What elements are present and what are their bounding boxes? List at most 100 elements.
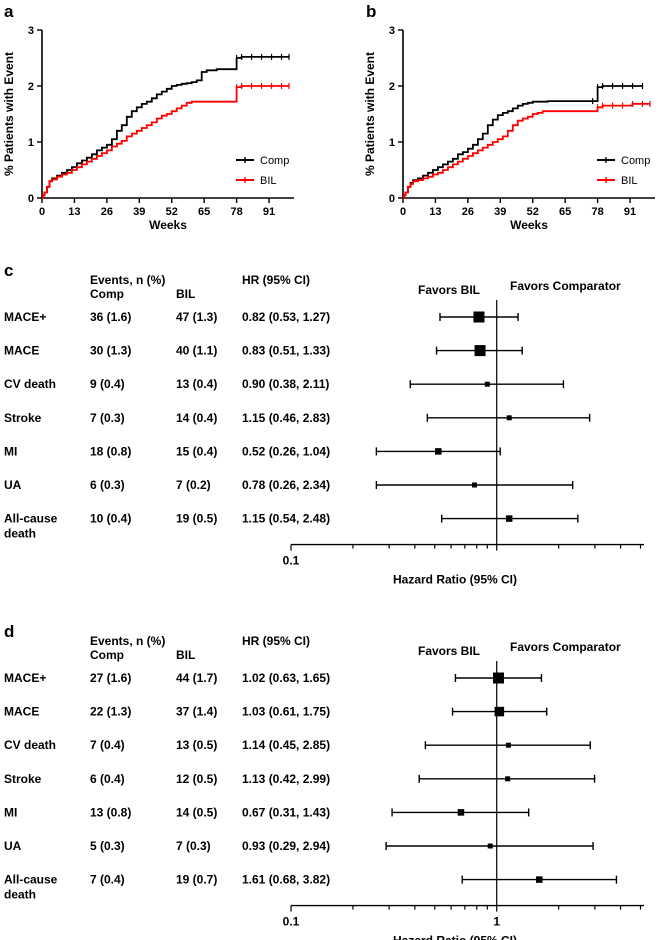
events-header: Events, n (%) bbox=[90, 273, 165, 287]
row-comp-events: 18 (0.8) bbox=[90, 444, 131, 458]
y-tick-label: 2 bbox=[389, 81, 395, 93]
row-bil-events: 47 (1.3) bbox=[176, 310, 217, 324]
row-comp-events: 10 (0.4) bbox=[90, 512, 131, 526]
x-tick-label: 65 bbox=[559, 206, 571, 218]
x-tick-label: 13 bbox=[68, 206, 80, 218]
y-tick-label: 1 bbox=[28, 137, 34, 149]
row-comp-events: 7 (0.4) bbox=[90, 873, 125, 887]
row-comp-events: 5 (0.3) bbox=[90, 839, 125, 853]
row-label: Stroke bbox=[4, 772, 42, 786]
hr-header: HR (95% CI) bbox=[242, 634, 310, 648]
row-hr-ci: 0.78 (0.26, 2.34) bbox=[242, 478, 330, 492]
col-header-bil: BIL bbox=[176, 287, 195, 301]
hr-point-marker bbox=[505, 515, 513, 522]
row-label: MI bbox=[4, 805, 17, 819]
row-bil-events: 12 (0.5) bbox=[176, 772, 217, 786]
hr-point-marker bbox=[435, 448, 442, 455]
x-tick-label: 52 bbox=[527, 206, 539, 218]
x-tick-label: 78 bbox=[230, 206, 242, 218]
row-hr-ci: 1.02 (0.63, 1.65) bbox=[242, 671, 330, 685]
row-comp-events: 36 (1.6) bbox=[90, 310, 131, 324]
row-hr-ci: 0.93 (0.29, 2.94) bbox=[242, 839, 330, 853]
hr-header: HR (95% CI) bbox=[242, 273, 310, 287]
y-tick-label: 1 bbox=[389, 137, 395, 149]
row-bil-events: 40 (1.1) bbox=[176, 344, 217, 358]
row-comp-events: 13 (0.8) bbox=[90, 805, 131, 819]
row-label: UA bbox=[4, 478, 22, 492]
row-comp-events: 30 (1.3) bbox=[90, 344, 131, 358]
x-tick-label: 65 bbox=[198, 206, 210, 218]
row-hr-ci: 0.67 (0.31, 1.43) bbox=[242, 805, 330, 819]
row-bil-events: 13 (0.5) bbox=[176, 738, 217, 752]
row-hr-ci: 1.03 (0.61, 1.75) bbox=[242, 705, 330, 719]
series-line-bil bbox=[42, 85, 289, 199]
hr-point-marker bbox=[473, 311, 485, 323]
row-hr-ci: 0.83 (0.51, 1.33) bbox=[242, 344, 330, 358]
x-axis-title: Weeks bbox=[510, 218, 548, 232]
x-axis-title: Weeks bbox=[149, 218, 187, 232]
y-tick-label: 3 bbox=[28, 25, 34, 37]
row-label: MACE+ bbox=[4, 310, 46, 324]
legend-label-bil: BIL bbox=[260, 175, 277, 187]
hr-point-marker bbox=[457, 809, 465, 816]
row-label: All-cause bbox=[4, 512, 58, 526]
forest-tick-label: 1 bbox=[493, 915, 500, 929]
hr-point-marker bbox=[474, 345, 486, 357]
row-bil-events: 14 (0.5) bbox=[176, 805, 217, 819]
panel-label-a: a bbox=[4, 2, 14, 21]
forest-x-axis-title: Hazard Ratio (95% CI) bbox=[393, 573, 517, 587]
hr-point-marker bbox=[494, 706, 505, 717]
row-label: MI bbox=[4, 444, 17, 458]
row-comp-events: 6 (0.4) bbox=[90, 772, 125, 786]
row-comp-events: 7 (0.3) bbox=[90, 411, 125, 425]
y-tick-label: 0 bbox=[389, 193, 395, 205]
x-tick-label: 26 bbox=[462, 206, 474, 218]
row-label: Stroke bbox=[4, 411, 42, 425]
row-bil-events: 19 (0.5) bbox=[176, 512, 217, 526]
forest-tick-label: 0.1 bbox=[283, 915, 300, 929]
row-label-line2: death bbox=[4, 888, 36, 902]
events-header: Events, n (%) bbox=[90, 634, 165, 648]
row-hr-ci: 0.90 (0.38, 2.11) bbox=[242, 377, 329, 391]
forest-plot-d: Events, n (%)Comp BIL HR (95% CI) Favors BI… bbox=[4, 634, 644, 940]
row-label: UA bbox=[4, 839, 22, 853]
col-header-comp: Comp bbox=[90, 287, 124, 301]
hr-point-marker bbox=[506, 415, 512, 421]
legend-label-comp: Comp bbox=[621, 155, 650, 167]
x-tick-label: 13 bbox=[429, 206, 441, 218]
y-tick-label: 3 bbox=[389, 25, 395, 37]
forest-plot-c: Events, n (%)Comp BIL HR (95% CI) Favors BI… bbox=[4, 273, 644, 587]
row-label: MACE bbox=[4, 344, 39, 358]
hr-point-marker bbox=[487, 843, 493, 849]
panel-label-b: b bbox=[366, 2, 376, 21]
row-hr-ci: 0.82 (0.53, 1.27) bbox=[242, 310, 330, 324]
favors-right-label: Favors Comparator bbox=[510, 640, 621, 654]
row-label-line2: death bbox=[4, 527, 36, 541]
x-tick-label: 26 bbox=[101, 206, 113, 218]
x-tick-label: 0 bbox=[39, 206, 45, 218]
panel-label-c: c bbox=[4, 261, 13, 280]
col-header-comp: Comp bbox=[90, 648, 124, 662]
y-axis-title: % Patients with Event bbox=[363, 52, 377, 176]
row-label: All-cause bbox=[4, 873, 58, 887]
row-hr-ci: 1.13 (0.42, 2.99) bbox=[242, 772, 330, 786]
hr-point-marker bbox=[505, 742, 511, 748]
row-hr-ci: 1.15 (0.46, 2.83) bbox=[242, 411, 330, 425]
row-bil-events: 7 (0.3) bbox=[176, 839, 211, 853]
hr-point-marker bbox=[536, 876, 543, 883]
x-tick-label: 0 bbox=[400, 206, 406, 218]
x-tick-label: 91 bbox=[624, 206, 636, 218]
row-label: MACE+ bbox=[4, 671, 46, 685]
row-hr-ci: 1.15 (0.54, 2.48) bbox=[242, 512, 330, 526]
row-label: MACE bbox=[4, 705, 39, 719]
hr-point-marker bbox=[505, 776, 511, 782]
row-comp-events: 27 (1.6) bbox=[90, 671, 131, 685]
x-tick-label: 52 bbox=[166, 206, 178, 218]
hr-point-marker bbox=[484, 381, 490, 387]
panel-label-d: d bbox=[4, 622, 14, 641]
y-tick-label: 2 bbox=[28, 81, 34, 93]
row-label: CV death bbox=[4, 738, 56, 752]
forest-tick-label: 0.1 bbox=[283, 554, 300, 568]
row-hr-ci: 1.61 (0.68, 3.82) bbox=[242, 873, 330, 887]
